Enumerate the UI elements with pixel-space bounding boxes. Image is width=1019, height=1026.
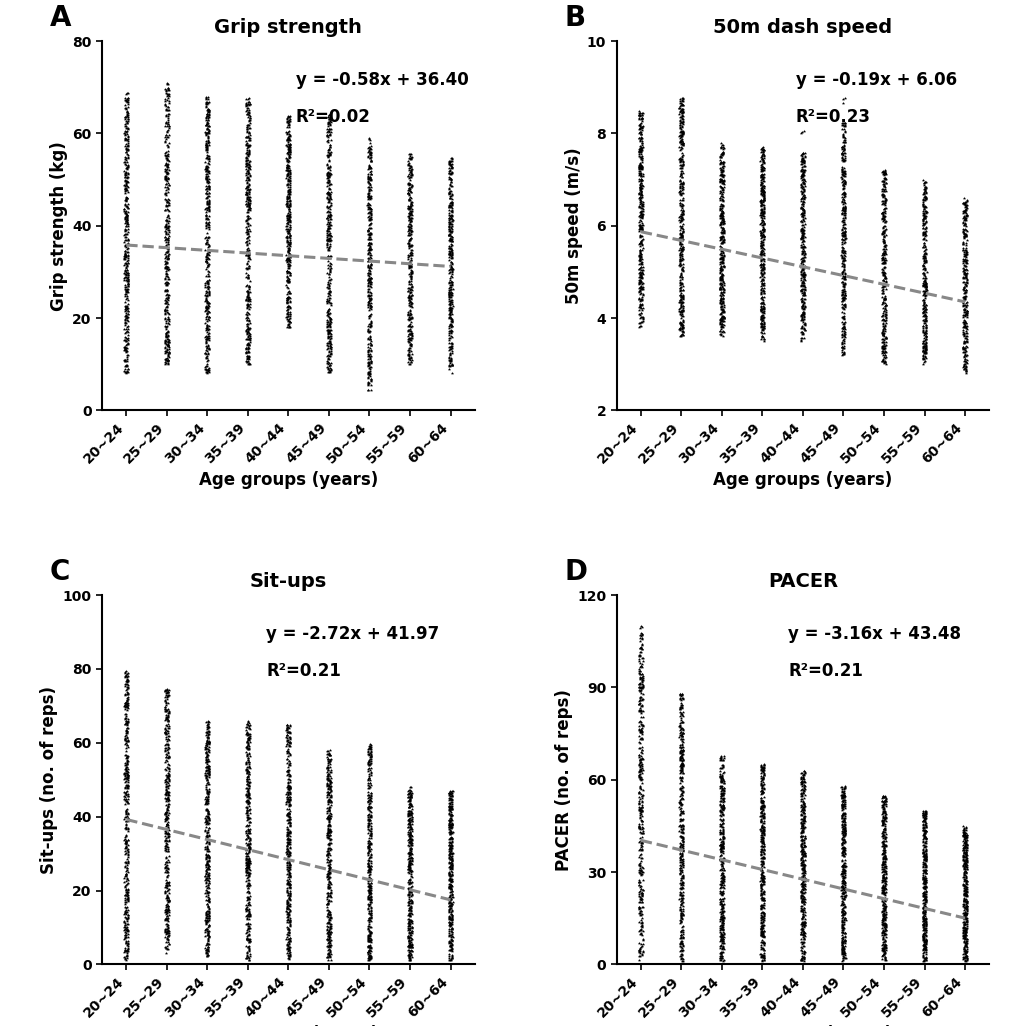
X-axis label: Age groups (years): Age groups (years): [199, 1025, 378, 1026]
Y-axis label: Sit-ups (no. of reps): Sit-ups (no. of reps): [41, 685, 58, 874]
Text: A: A: [50, 4, 71, 32]
Y-axis label: 50m speed (m/s): 50m speed (m/s): [565, 148, 582, 304]
Text: y = -3.16x + 43.48: y = -3.16x + 43.48: [788, 625, 960, 642]
Y-axis label: PACER (no. of reps): PACER (no. of reps): [554, 688, 573, 871]
X-axis label: Age groups (years): Age groups (years): [199, 471, 378, 488]
Title: PACER: PACER: [767, 571, 838, 591]
Y-axis label: Grip strength (kg): Grip strength (kg): [50, 141, 68, 311]
Text: R²=0.21: R²=0.21: [788, 662, 862, 679]
Text: y = -2.72x + 41.97: y = -2.72x + 41.97: [266, 625, 439, 642]
Text: R²=0.21: R²=0.21: [266, 662, 340, 679]
Text: D: D: [564, 558, 587, 586]
Text: B: B: [564, 4, 585, 32]
X-axis label: Age groups (years): Age groups (years): [712, 1025, 892, 1026]
X-axis label: Age groups (years): Age groups (years): [712, 471, 892, 488]
Title: Sit-ups: Sit-ups: [250, 571, 327, 591]
Text: C: C: [50, 558, 70, 586]
Title: 50m dash speed: 50m dash speed: [712, 17, 892, 37]
Text: y = -0.19x + 6.06: y = -0.19x + 6.06: [795, 71, 956, 88]
Text: R²=0.02: R²=0.02: [296, 108, 370, 125]
Title: Grip strength: Grip strength: [214, 17, 362, 37]
Text: R²=0.23: R²=0.23: [795, 108, 869, 125]
Text: y = -0.58x + 36.40: y = -0.58x + 36.40: [296, 71, 468, 88]
